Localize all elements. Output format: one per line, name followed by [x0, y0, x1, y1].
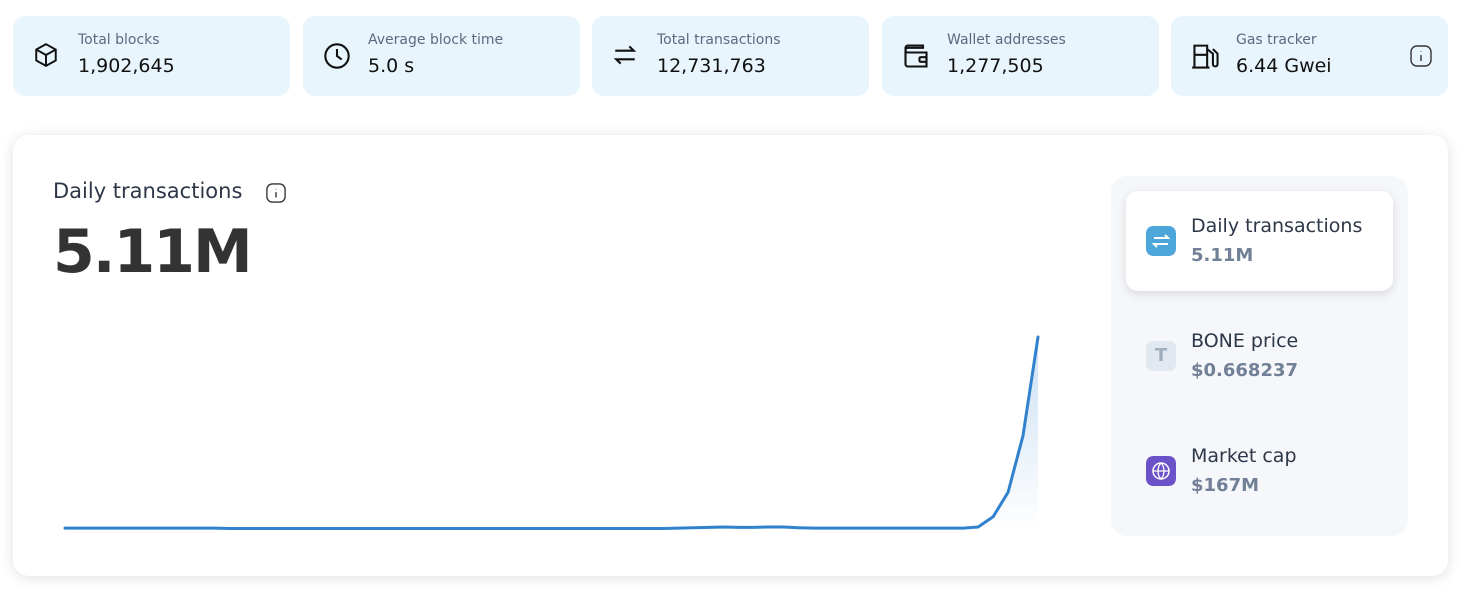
- stat-value: 1,902,645: [78, 55, 175, 77]
- icon: [35, 43, 57, 67]
- stat-label: Total transactions: [657, 32, 781, 48]
- stat-card: Wallet addresses 1,277,505: [882, 16, 1159, 96]
- stat-value: 12,731,763: [657, 55, 766, 77]
- stat-label: Total blocks: [78, 32, 160, 48]
- stat-value: 1,277,505: [947, 55, 1044, 77]
- stat-value: 6.44 Gwei: [1236, 55, 1332, 77]
- icon: [1146, 456, 1176, 486]
- icon: T: [1146, 341, 1176, 371]
- stat-value: 5.0 s: [368, 55, 415, 77]
- icon: [904, 44, 928, 68]
- info-icon[interactable]: [1410, 45, 1432, 67]
- item-label: BONE price: [1191, 330, 1299, 352]
- item-value: $0.668237: [1191, 360, 1299, 381]
- stat-card: Average block time 5.0 s: [303, 16, 580, 96]
- stat-card: Gas tracker 6.44 Gwei: [1171, 16, 1448, 96]
- sidebar-item[interactable]: Market cap $167M: [1126, 421, 1393, 521]
- sidebar-item[interactable]: T BONE price $0.668237: [1126, 306, 1393, 406]
- stat-label: Wallet addresses: [947, 32, 1066, 48]
- item-label: Market cap: [1191, 445, 1297, 467]
- stat-card: Total blocks 1,902,645: [13, 16, 290, 96]
- chart-value: 5.11M: [53, 217, 253, 287]
- sidebar: Daily transactions 5.11M T BONE price $0…: [1111, 176, 1408, 536]
- sidebar-item[interactable]: Daily transactions 5.11M: [1126, 191, 1393, 291]
- line: [63, 335, 1040, 530]
- item-label: Daily transactions: [1191, 215, 1363, 237]
- chart-title: Daily transactions: [53, 179, 243, 203]
- info-icon[interactable]: [266, 183, 286, 203]
- chart-panel: Daily transactions 5.11M Daily transacti…: [13, 135, 1448, 576]
- item-value: $167M: [1191, 475, 1260, 496]
- icon: [613, 45, 637, 65]
- stat-label: Gas tracker: [1236, 32, 1317, 48]
- chart: [63, 335, 1040, 530]
- stat-card: Total transactions 12,731,763: [592, 16, 869, 96]
- icon: [1192, 44, 1219, 69]
- icon: [324, 43, 350, 69]
- item-value: 5.11M: [1191, 245, 1254, 266]
- stat-label: Average block time: [368, 32, 504, 48]
- area-fill: [65, 337, 1038, 530]
- icon: [1146, 226, 1176, 256]
